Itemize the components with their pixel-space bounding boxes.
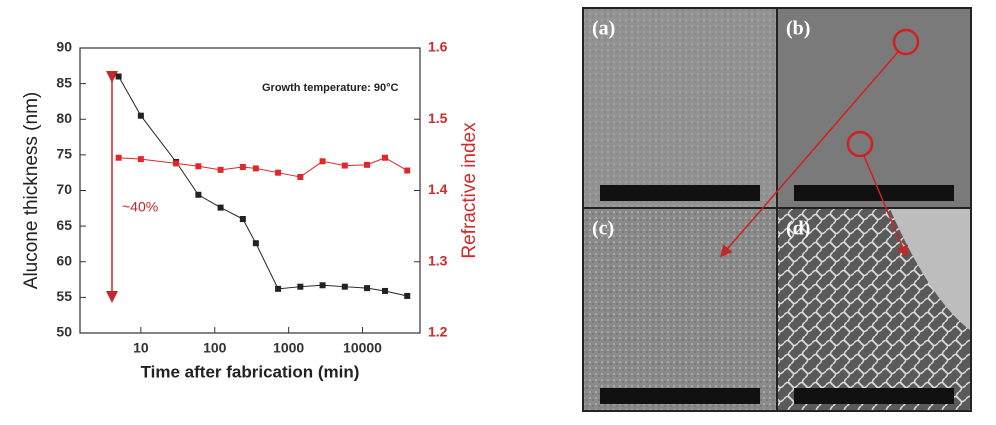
- sem-panel: [584, 209, 776, 410]
- point: [341, 162, 348, 169]
- x-axis-label: Time after fabrication (min): [141, 362, 360, 381]
- point: [239, 216, 246, 222]
- sem-panel: [778, 9, 970, 207]
- point: [115, 154, 122, 161]
- point: [239, 163, 246, 170]
- y-tick-label: 55: [56, 288, 72, 304]
- point: [297, 173, 304, 180]
- point: [137, 156, 144, 163]
- sem-texture: [584, 9, 776, 207]
- y-tick-label: 80: [56, 110, 72, 126]
- point: [404, 167, 411, 174]
- point: [319, 282, 326, 289]
- point: [382, 287, 389, 294]
- y-tick-label: 75: [56, 146, 72, 162]
- sem-infobar: [794, 388, 954, 404]
- x-tick-label: 10000: [343, 340, 382, 356]
- arrow: [720, 51, 899, 258]
- point: [275, 285, 282, 292]
- y-tick-label: 60: [56, 252, 72, 268]
- point: [382, 154, 389, 161]
- sem-infobar: [600, 388, 760, 404]
- y-axis-label: Alucone thickness (nm): [21, 92, 42, 289]
- sem-edge: [890, 209, 970, 330]
- point: [252, 165, 259, 172]
- point: [252, 240, 259, 247]
- y2-tick-label: 1.3: [428, 252, 448, 268]
- point: [217, 166, 224, 173]
- annotation: Growth temperature: 90°C: [262, 82, 398, 94]
- point: [137, 112, 144, 119]
- sem-image: (a) (b) (c) (d): [582, 7, 972, 412]
- point: [275, 169, 282, 176]
- point: [364, 161, 371, 168]
- highlight-circle: [846, 130, 874, 158]
- point: [364, 285, 371, 292]
- point: [217, 204, 224, 211]
- y-tick-label: 70: [56, 181, 72, 197]
- x-tick-label: 10: [133, 340, 149, 356]
- sem-infobar: [600, 185, 760, 201]
- sem-infobar: [794, 185, 954, 201]
- point: [319, 158, 326, 165]
- point: [404, 292, 411, 299]
- panel-label: (b): [786, 18, 810, 40]
- panel-label: (a): [592, 18, 615, 40]
- x-tick-label: 100: [203, 340, 227, 356]
- y2-axis-label: Refractive index: [459, 122, 480, 259]
- y2-tick-label: 1.4: [428, 181, 448, 197]
- highlight-circle: [892, 28, 920, 56]
- point: [297, 283, 304, 290]
- point: [341, 283, 348, 290]
- point: [195, 191, 202, 198]
- series-line: [118, 76, 408, 297]
- y2-tick-label: 1.2: [428, 324, 448, 340]
- y-tick-label: 85: [56, 74, 72, 90]
- panel-label: (c): [592, 218, 614, 240]
- y-tick-label: 90: [56, 39, 72, 55]
- annotation: ~40%: [122, 199, 158, 215]
- point: [115, 73, 122, 80]
- y2-tick-label: 1.6: [428, 39, 448, 55]
- point: [195, 163, 202, 170]
- y-tick-label: 65: [56, 217, 72, 233]
- y2-tick-label: 1.5: [428, 110, 448, 126]
- arrow: [863, 155, 909, 258]
- point: [173, 160, 180, 167]
- panel-label: (d): [786, 218, 810, 240]
- y-tick-label: 50: [56, 324, 72, 340]
- x-tick-label: 1000: [273, 340, 304, 356]
- series-line: [118, 157, 408, 178]
